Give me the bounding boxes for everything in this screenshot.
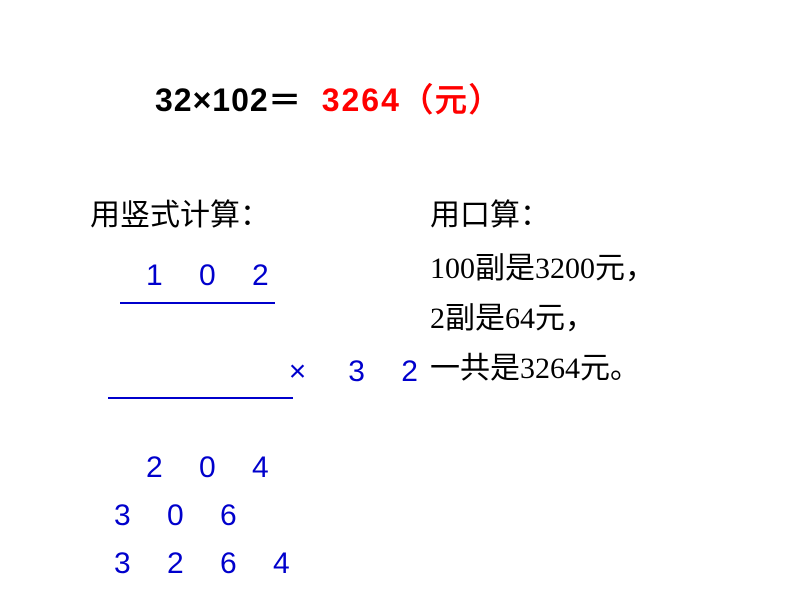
calc-row-multiplier: × 3 2 xyxy=(110,300,432,444)
calc-row-partial-1: 2 0 4 xyxy=(110,444,432,492)
calc-underline-1 xyxy=(120,302,275,304)
calc-row-result: 3 2 6 4 xyxy=(110,540,432,588)
calc-underline-2 xyxy=(108,397,293,399)
vertical-calculation-section: 用竖式计算： 1 0 2 × 3 2 2 0 4 3 0 6 3 2 6 4 xyxy=(90,190,432,588)
calc-multiplier-num: 3 2 xyxy=(348,355,432,388)
mental-calculation-section: 用口算： 100副是3200元， 2副是64元， 一共是3264元。 xyxy=(430,190,655,394)
mult-sign: × xyxy=(289,355,307,388)
mental-calc-title: 用口算： xyxy=(430,190,655,234)
vertical-calc-body: 1 0 2 × 3 2 2 0 4 3 0 6 3 2 6 4 xyxy=(110,252,432,588)
equation-lhs: 32×102＝ xyxy=(155,75,302,121)
mental-line-3: 一共是3264元。 xyxy=(430,344,655,394)
equation-row: 32×102＝ 3264（元） xyxy=(155,75,503,121)
calc-row-multiplicand: 1 0 2 xyxy=(110,252,432,300)
mental-line-1: 100副是3200元， xyxy=(430,244,655,294)
vertical-calc-title: 用竖式计算： xyxy=(90,190,432,234)
slide-container: 32×102＝ 3264（元） 用竖式计算： 1 0 2 × 3 2 2 0 4 … xyxy=(0,0,794,596)
mental-line-2: 2副是64元， xyxy=(430,294,655,344)
equation-result: 3264（元） xyxy=(322,75,503,121)
calc-row-partial-2: 3 0 6 xyxy=(110,492,432,540)
